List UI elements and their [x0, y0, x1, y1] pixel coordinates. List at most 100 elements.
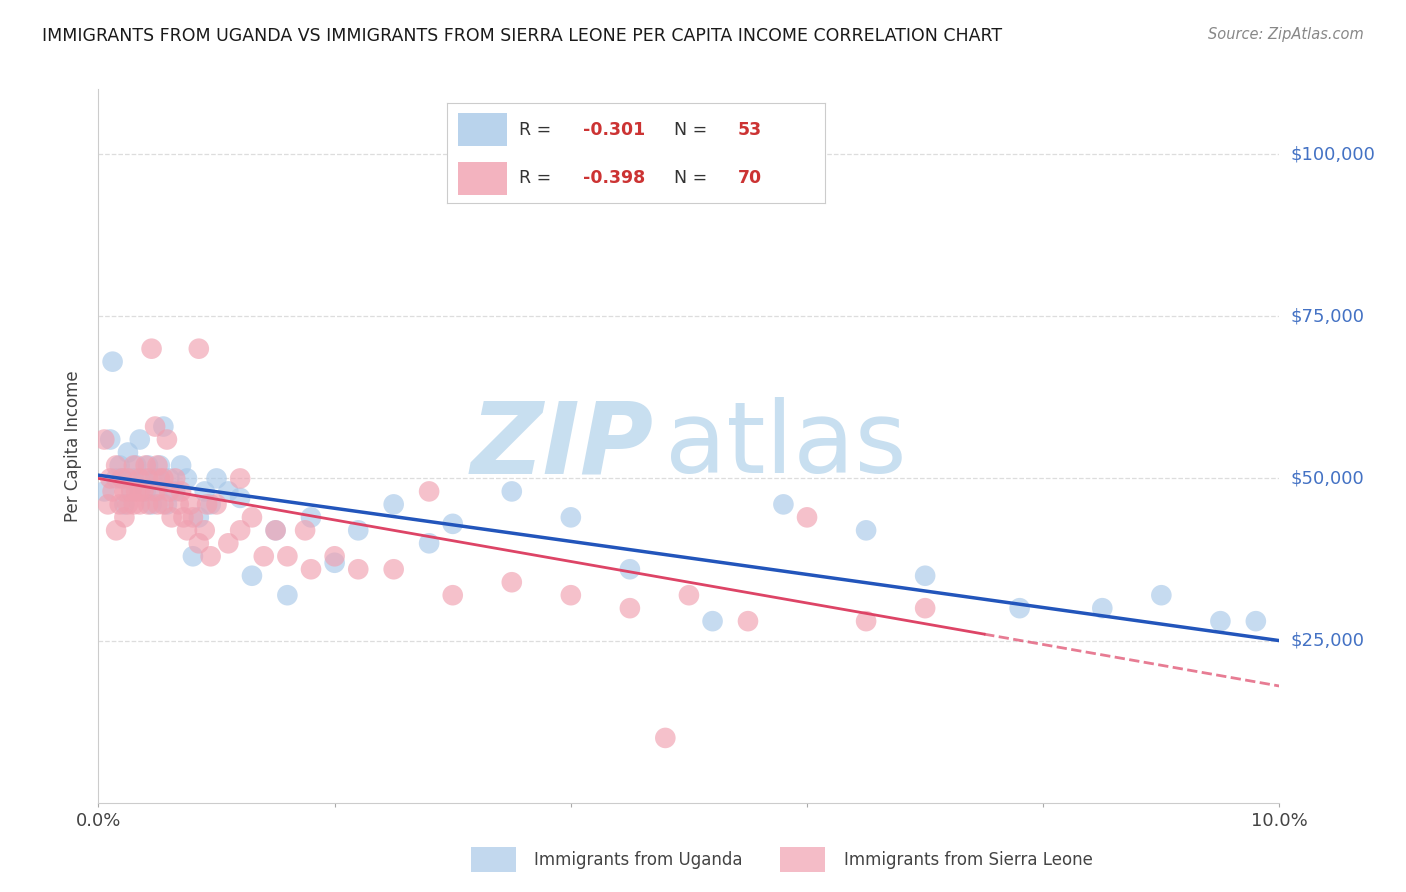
Point [160, 510, 183, 524]
Point [796, 510, 818, 524]
Point [240, 510, 263, 524]
Point [170, 458, 193, 473]
Point [200, 549, 222, 564]
Point [323, 556, 346, 570]
Point [152, 497, 174, 511]
Point [187, 510, 209, 524]
Point [176, 471, 198, 485]
Point [121, 484, 143, 499]
Point [143, 484, 166, 499]
Point [117, 497, 139, 511]
Point [229, 524, 252, 538]
Point [299, 562, 322, 576]
Point [141, 497, 163, 511]
Point [855, 524, 877, 538]
Point [264, 524, 287, 538]
Y-axis label: Per Capita Income: Per Capita Income [65, 370, 83, 522]
Point [294, 524, 316, 538]
Point [501, 484, 523, 499]
Point [229, 491, 252, 505]
Text: IMMIGRANTS FROM UGANDA VS IMMIGRANTS FROM SIERRA LEONE PER CAPITA INCOME CORRELA: IMMIGRANTS FROM UGANDA VS IMMIGRANTS FRO… [42, 27, 1002, 45]
Point [1209, 614, 1232, 628]
Point [1244, 614, 1267, 628]
Point [772, 497, 794, 511]
Point [135, 458, 157, 473]
Point [122, 471, 145, 485]
Point [1008, 601, 1031, 615]
Text: Immigrants from Sierra Leone: Immigrants from Sierra Leone [844, 851, 1092, 869]
Point [323, 549, 346, 564]
Point [128, 484, 150, 499]
Point [143, 471, 166, 485]
Point [97, 497, 120, 511]
Point [418, 536, 440, 550]
Point [143, 419, 166, 434]
Point [156, 433, 179, 447]
Point [141, 342, 163, 356]
Point [229, 471, 252, 485]
Point [382, 562, 405, 576]
Point [217, 536, 239, 550]
Point [111, 471, 134, 485]
Point [112, 484, 135, 499]
Point [122, 497, 145, 511]
Point [560, 588, 582, 602]
Point [654, 731, 676, 745]
Point [299, 510, 322, 524]
Point [105, 524, 128, 538]
Point [128, 433, 150, 447]
Point [167, 497, 190, 511]
Point [418, 484, 440, 499]
Text: ZIP: ZIP [471, 398, 654, 494]
Point [1091, 601, 1114, 615]
Point [276, 588, 298, 602]
Point [146, 458, 169, 473]
Point [914, 601, 936, 615]
Point [125, 484, 148, 499]
Point [165, 471, 187, 485]
Point [156, 497, 179, 511]
Point [1150, 588, 1173, 602]
Point [194, 524, 217, 538]
Point [136, 458, 159, 473]
Point [217, 484, 239, 499]
Point [501, 575, 523, 590]
Text: Source: ZipAtlas.com: Source: ZipAtlas.com [1208, 27, 1364, 42]
Point [111, 471, 134, 485]
Point [128, 471, 150, 485]
Point [205, 497, 228, 511]
Point [619, 562, 641, 576]
Point [98, 471, 121, 485]
Point [117, 471, 139, 485]
Point [180, 497, 202, 511]
Point [194, 484, 217, 499]
Point [132, 471, 155, 485]
Text: $25,000: $25,000 [1291, 632, 1365, 649]
Point [105, 471, 128, 485]
Point [187, 536, 209, 550]
Point [157, 471, 180, 485]
Point [157, 484, 180, 499]
Point [264, 524, 287, 538]
Point [146, 484, 169, 499]
Point [347, 562, 370, 576]
Point [93, 433, 115, 447]
Point [93, 484, 115, 499]
Text: $50,000: $50,000 [1291, 469, 1364, 487]
Point [619, 601, 641, 615]
Point [200, 497, 222, 511]
Point [195, 497, 218, 511]
Point [347, 524, 370, 538]
Point [108, 497, 131, 511]
Point [702, 614, 724, 628]
Point [382, 497, 405, 511]
Point [112, 510, 135, 524]
Point [112, 497, 135, 511]
Point [855, 614, 877, 628]
Point [135, 484, 157, 499]
Point [560, 510, 582, 524]
Point [122, 458, 145, 473]
Point [914, 568, 936, 582]
Text: atlas: atlas [665, 398, 907, 494]
Point [240, 568, 263, 582]
